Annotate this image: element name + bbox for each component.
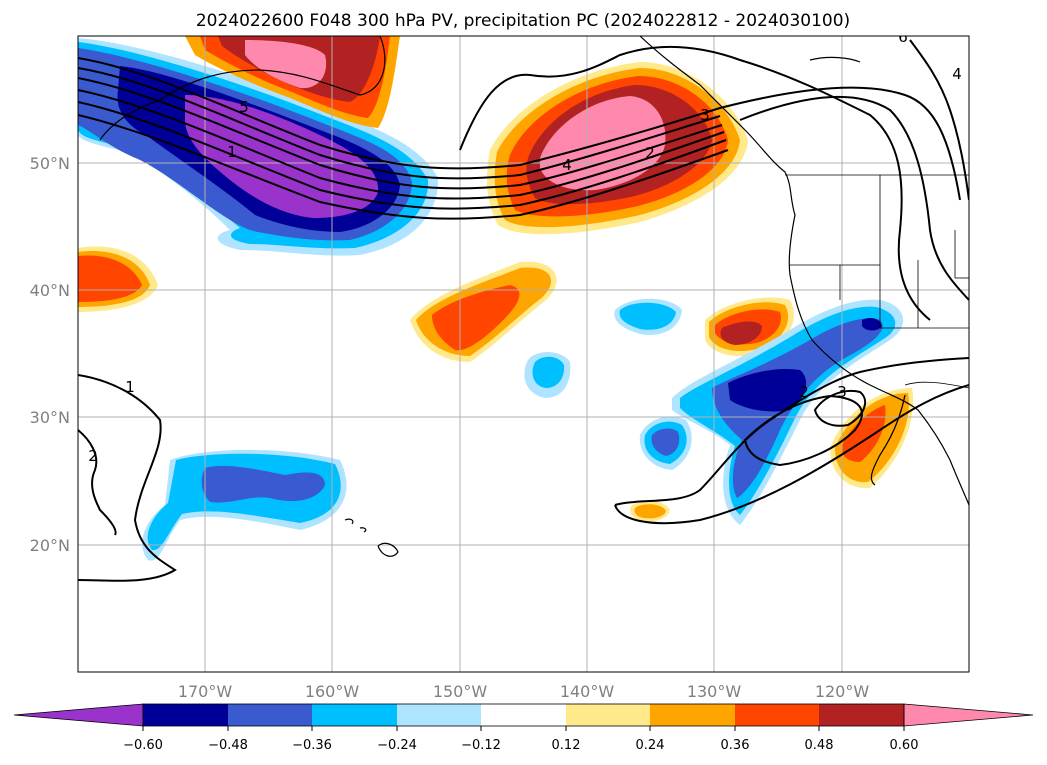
contour-label: 3 [700,106,710,124]
precip-pos-small-south [634,504,666,519]
colorbar-bin [312,704,397,726]
lon-tick: 140°W [560,682,615,701]
colorbar: −0.60 −0.48 −0.36 −0.24 −0.12 0.12 0.24 … [13,703,1034,753]
political-borders [785,174,969,389]
contour-label: 1 [227,143,237,161]
colorbar-tick: −0.12 [461,738,501,753]
map-panel: 1 5 4 2 3 1 2 2 3 4 6 [78,28,969,672]
contour-label: 4 [562,156,572,174]
lat-tick: 20°N [30,536,70,555]
colorbar-bin [481,704,566,726]
colorbar-tick: −0.48 [208,738,248,753]
map-frame [77,35,970,673]
contour-label: 2 [88,447,98,465]
lon-tick-labels: 170°W 160°W 150°W 140°W 130°W 120°W [178,682,870,701]
colorbar-frame [142,703,905,727]
colorbar-tick: 0.12 [552,738,581,753]
precip-pos-alaska [245,40,327,89]
lat-tick: 50°N [30,154,70,173]
precip-pos-central [432,285,520,351]
precip-neg-southeast [862,318,882,331]
precip-neg-band-north-pacific [185,95,379,218]
colorbar-bin [143,704,228,726]
precip-pos-small-east [720,321,762,345]
colorbar-bin [819,704,904,726]
contour-label: 1 [125,378,135,396]
contour-label: 3 [837,383,847,401]
precip-neg-hawaii [201,465,325,503]
colorbar-tick: 0.60 [890,738,919,753]
lat-tick: 40°N [30,281,70,300]
contour-label: 2 [645,144,655,162]
colorbar-bin [566,704,650,726]
colorbar-extend-high [903,703,1034,727]
colorbar-extend-low [13,703,144,727]
lon-tick: 160°W [305,682,360,701]
precip-neg-southeast [728,368,807,412]
colorbar-bin [650,704,735,726]
pv-contours [78,39,969,582]
lat-tick: 30°N [30,408,70,427]
chart-title: 2024022600 F048 300 hPa PV, precipitatio… [196,11,850,31]
colorbar-tick: 0.36 [721,738,750,753]
lat-tick-labels: 50°N 40°N 30°N 20°N [30,154,70,555]
colorbar-bin [397,704,481,726]
colorbar-tick: −0.60 [123,738,163,753]
lon-tick: 150°W [433,682,488,701]
contour-label: 4 [952,65,962,83]
lon-tick: 130°W [687,682,742,701]
colorbar-tick: −0.24 [377,738,417,753]
pv-contour-labels: 1 5 4 2 3 1 2 2 3 4 6 [88,28,962,465]
coastlines [99,36,969,557]
colorbar-tick: 0.48 [805,738,834,753]
contour-label: 6 [898,28,908,46]
colorbar-tick: 0.24 [636,738,665,753]
colorbar-bin [228,704,312,726]
contour-label: 5 [239,98,249,116]
precip-neg-small-central [532,356,565,388]
gridlines [78,36,969,672]
precip-neg-small-south [651,428,680,456]
lon-tick: 120°W [815,682,870,701]
colorbar-bin [735,704,819,726]
lon-tick: 170°W [178,682,233,701]
precip-neg-southeast [712,318,883,498]
precip-neg-small-east [619,302,676,330]
contour-label: 2 [799,383,809,401]
colorbar-tick: −0.36 [292,738,332,753]
